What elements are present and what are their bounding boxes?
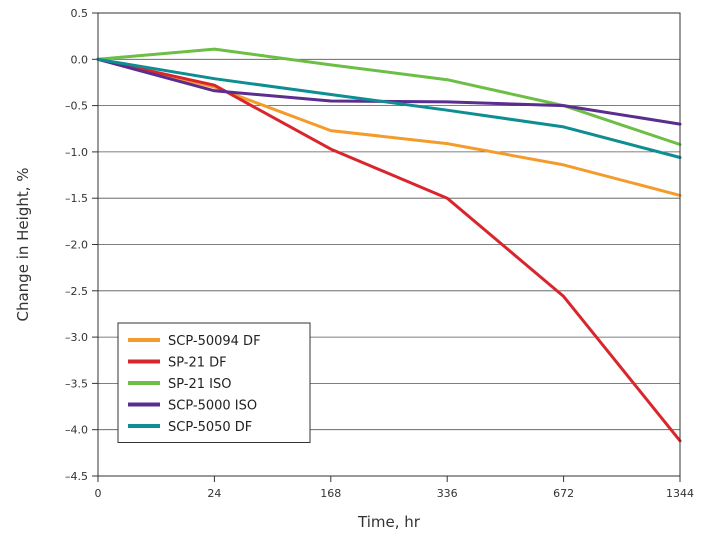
series-line-1 [96, 57, 682, 197]
legend: SCP-50094 DF SP-21 DF SP-21 ISO SCP-5000 IS… [117, 322, 311, 443]
series-line-5 [96, 57, 682, 159]
y-tick-label: –3.0 [65, 331, 88, 344]
y-tick-label: –3.5 [65, 377, 88, 390]
legend-label: SCP-5000 ISO [168, 399, 257, 414]
legend-label: SCP-50094 DF [168, 334, 261, 349]
series-line-3 [96, 47, 682, 146]
x-tick-label: 1344 [666, 487, 694, 500]
y-axis-ticks: 0.5 0.0 –0.5 –1.0 –1.5 –2.0 –2.5 –3.0 –3.5 –4.0 –4… [65, 7, 98, 483]
y-tick-label: –4.5 [65, 470, 88, 483]
x-tick-label: 168 [320, 487, 341, 500]
plot-frame [97, 12, 681, 477]
y-tick-label: –2.5 [65, 285, 88, 298]
y-axis-title: Change in Height, % [14, 167, 32, 321]
y-tick-label: 0.0 [71, 53, 89, 66]
x-tick-label: 336 [437, 487, 458, 500]
x-axis-ticks: 0 24 168 336 672 1344 [95, 476, 694, 500]
x-axis-title: Time, hr [357, 513, 421, 531]
x-tick-label: 24 [207, 487, 221, 500]
y-tick-label: –0.5 [65, 100, 88, 113]
y-tick-label: –1.0 [65, 146, 88, 159]
x-tick-label: 0 [95, 487, 102, 500]
x-tick-label: 672 [553, 487, 574, 500]
legend-label: SCP-5050 DF [168, 420, 252, 435]
legend-label: SP-21 ISO [168, 377, 232, 392]
legend-label: SP-21 DF [168, 356, 227, 371]
y-tick-label: –1.5 [65, 192, 88, 205]
y-tick-label: 0.5 [71, 7, 89, 20]
series-line-2 [96, 57, 682, 443]
y-tick-label: –2.0 [65, 239, 88, 252]
y-tick-label: –4.0 [65, 424, 88, 437]
series-lines [96, 47, 682, 443]
